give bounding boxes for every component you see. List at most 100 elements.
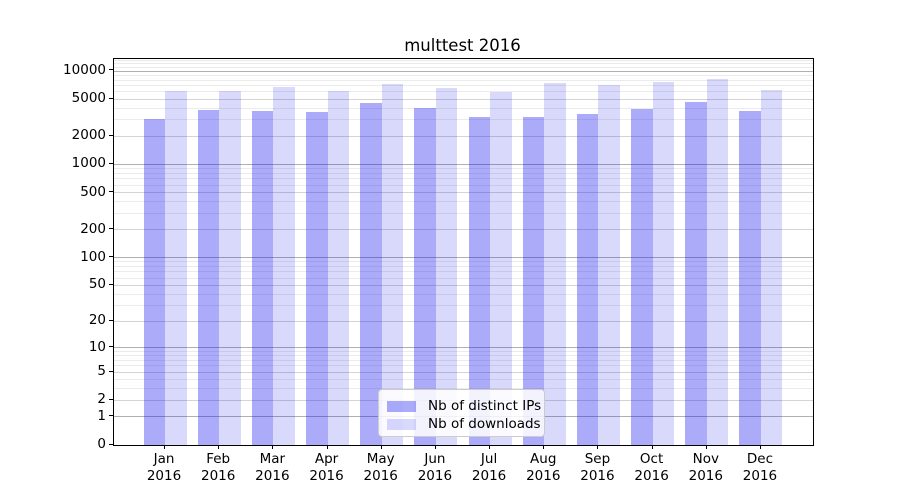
x-tick-mark: [651, 445, 653, 449]
x-tick-label: Oct 2016: [634, 451, 669, 484]
y-tick-label: 2: [97, 391, 106, 408]
y-tick-label: 20: [88, 312, 106, 329]
x-tick-label: Dec 2016: [742, 451, 778, 484]
x-tick-label: Apr 2016: [309, 451, 344, 484]
bar-downloads-apr: [327, 90, 350, 445]
y-tick-mark: [109, 256, 113, 258]
gridline: [114, 79, 813, 81]
gridline: [114, 178, 813, 180]
gridline: [114, 257, 813, 259]
bar-downloads-dec: [760, 90, 783, 445]
x-tick-label: Nov 2016: [688, 451, 723, 484]
y-tick-label: 0: [97, 436, 106, 452]
bar-distinct-ips-jan: [143, 118, 165, 445]
bar-distinct-ips-aug: [522, 117, 545, 445]
bar-downloads-mar: [273, 86, 295, 445]
bar-distinct-ips-mar: [251, 110, 274, 445]
legend: Nb of distinct IPs Nb of downloads: [378, 389, 545, 437]
x-tick-label: Feb 2016: [200, 451, 236, 484]
x-tick-label: Sep 2016: [580, 451, 615, 484]
gridline: [114, 192, 813, 194]
gridline: [114, 163, 813, 165]
gridline: [114, 168, 813, 170]
y-tick-mark: [109, 134, 113, 136]
y-tick-mark: [109, 69, 113, 71]
bar-distinct-ips-apr: [306, 112, 328, 445]
y-tick-mark: [109, 191, 113, 193]
bar-distinct-ips-dec: [739, 111, 761, 445]
gridline: [114, 266, 813, 268]
gridline: [114, 271, 813, 273]
x-tick-mark: [272, 445, 274, 449]
x-tick-label: Mar 2016: [255, 451, 290, 484]
bar-downloads-aug: [544, 82, 566, 445]
y-tick-mark: [109, 319, 113, 321]
y-tick-label: 10: [88, 338, 106, 355]
x-tick-mark: [705, 445, 707, 449]
x-tick-mark: [434, 445, 436, 449]
y-tick-label: 50: [88, 276, 106, 293]
x-tick-mark: [489, 445, 491, 449]
gridline: [114, 320, 813, 322]
bar-distinct-ips-sep: [576, 113, 599, 445]
y-tick-label: 10000: [63, 61, 106, 78]
y-tick-label: 1: [97, 407, 106, 424]
y-tick-label: 100: [80, 248, 106, 265]
y-tick-mark: [109, 443, 113, 445]
y-tick-label: 1000: [71, 155, 106, 172]
y-tick-mark: [109, 162, 113, 164]
bar-distinct-ips-may: [360, 103, 382, 445]
gridline: [114, 284, 813, 286]
x-tick-label: May 2016: [363, 451, 398, 484]
y-tick-label: 5000: [71, 90, 106, 107]
y-tick-mark: [109, 97, 113, 99]
x-tick-mark: [597, 445, 599, 449]
bar-downloads-oct: [652, 82, 675, 445]
x-tick-label: Jul 2016: [471, 451, 507, 484]
y-tick-mark: [109, 370, 113, 372]
bar-distinct-ips-jul: [468, 117, 491, 445]
gridline: [114, 84, 813, 86]
gridline: [114, 70, 813, 72]
gridline: [114, 371, 813, 373]
x-tick-mark: [326, 445, 328, 449]
gridline: [114, 388, 813, 390]
bar-downloads-jul: [490, 91, 512, 445]
legend-item: Nb of distinct IPs: [387, 397, 541, 415]
gridline: [114, 59, 813, 61]
x-tick-mark: [164, 445, 165, 449]
x-tick-label: Aug 2016: [526, 451, 561, 484]
bar-downloads-nov: [706, 78, 729, 445]
x-tick-mark: [218, 445, 220, 449]
gridline: [114, 261, 813, 263]
gridline: [114, 63, 813, 65]
legend-swatch: [387, 400, 416, 412]
y-tick-label: 500: [80, 183, 106, 200]
gridline: [114, 212, 813, 214]
gridline: [114, 119, 813, 121]
y-tick-label: 2000: [71, 127, 106, 144]
y-tick-mark: [109, 228, 113, 230]
gridline: [114, 74, 813, 76]
y-tick-mark: [109, 398, 113, 400]
gridline: [114, 184, 813, 186]
gridline: [114, 355, 813, 357]
gridline: [114, 277, 813, 279]
y-tick-mark: [109, 415, 113, 417]
bar-distinct-ips-oct: [631, 109, 653, 445]
bar-distinct-ips-nov: [685, 101, 707, 445]
y-tick-label: 200: [80, 220, 106, 237]
plot-area: [113, 58, 814, 446]
gridline: [114, 229, 813, 231]
bar-distinct-ips-jun: [414, 108, 436, 445]
gridline: [114, 98, 813, 100]
legend-label: Nb of distinct IPs: [428, 398, 542, 414]
bar-downloads-jan: [165, 91, 187, 445]
bar-downloads-sep: [598, 85, 620, 445]
x-tick-label: Jan 2016: [146, 451, 182, 484]
chart-title: multtest 2016: [404, 36, 521, 55]
gridline: [114, 201, 813, 203]
gridline: [114, 305, 813, 307]
gridline: [114, 360, 813, 362]
